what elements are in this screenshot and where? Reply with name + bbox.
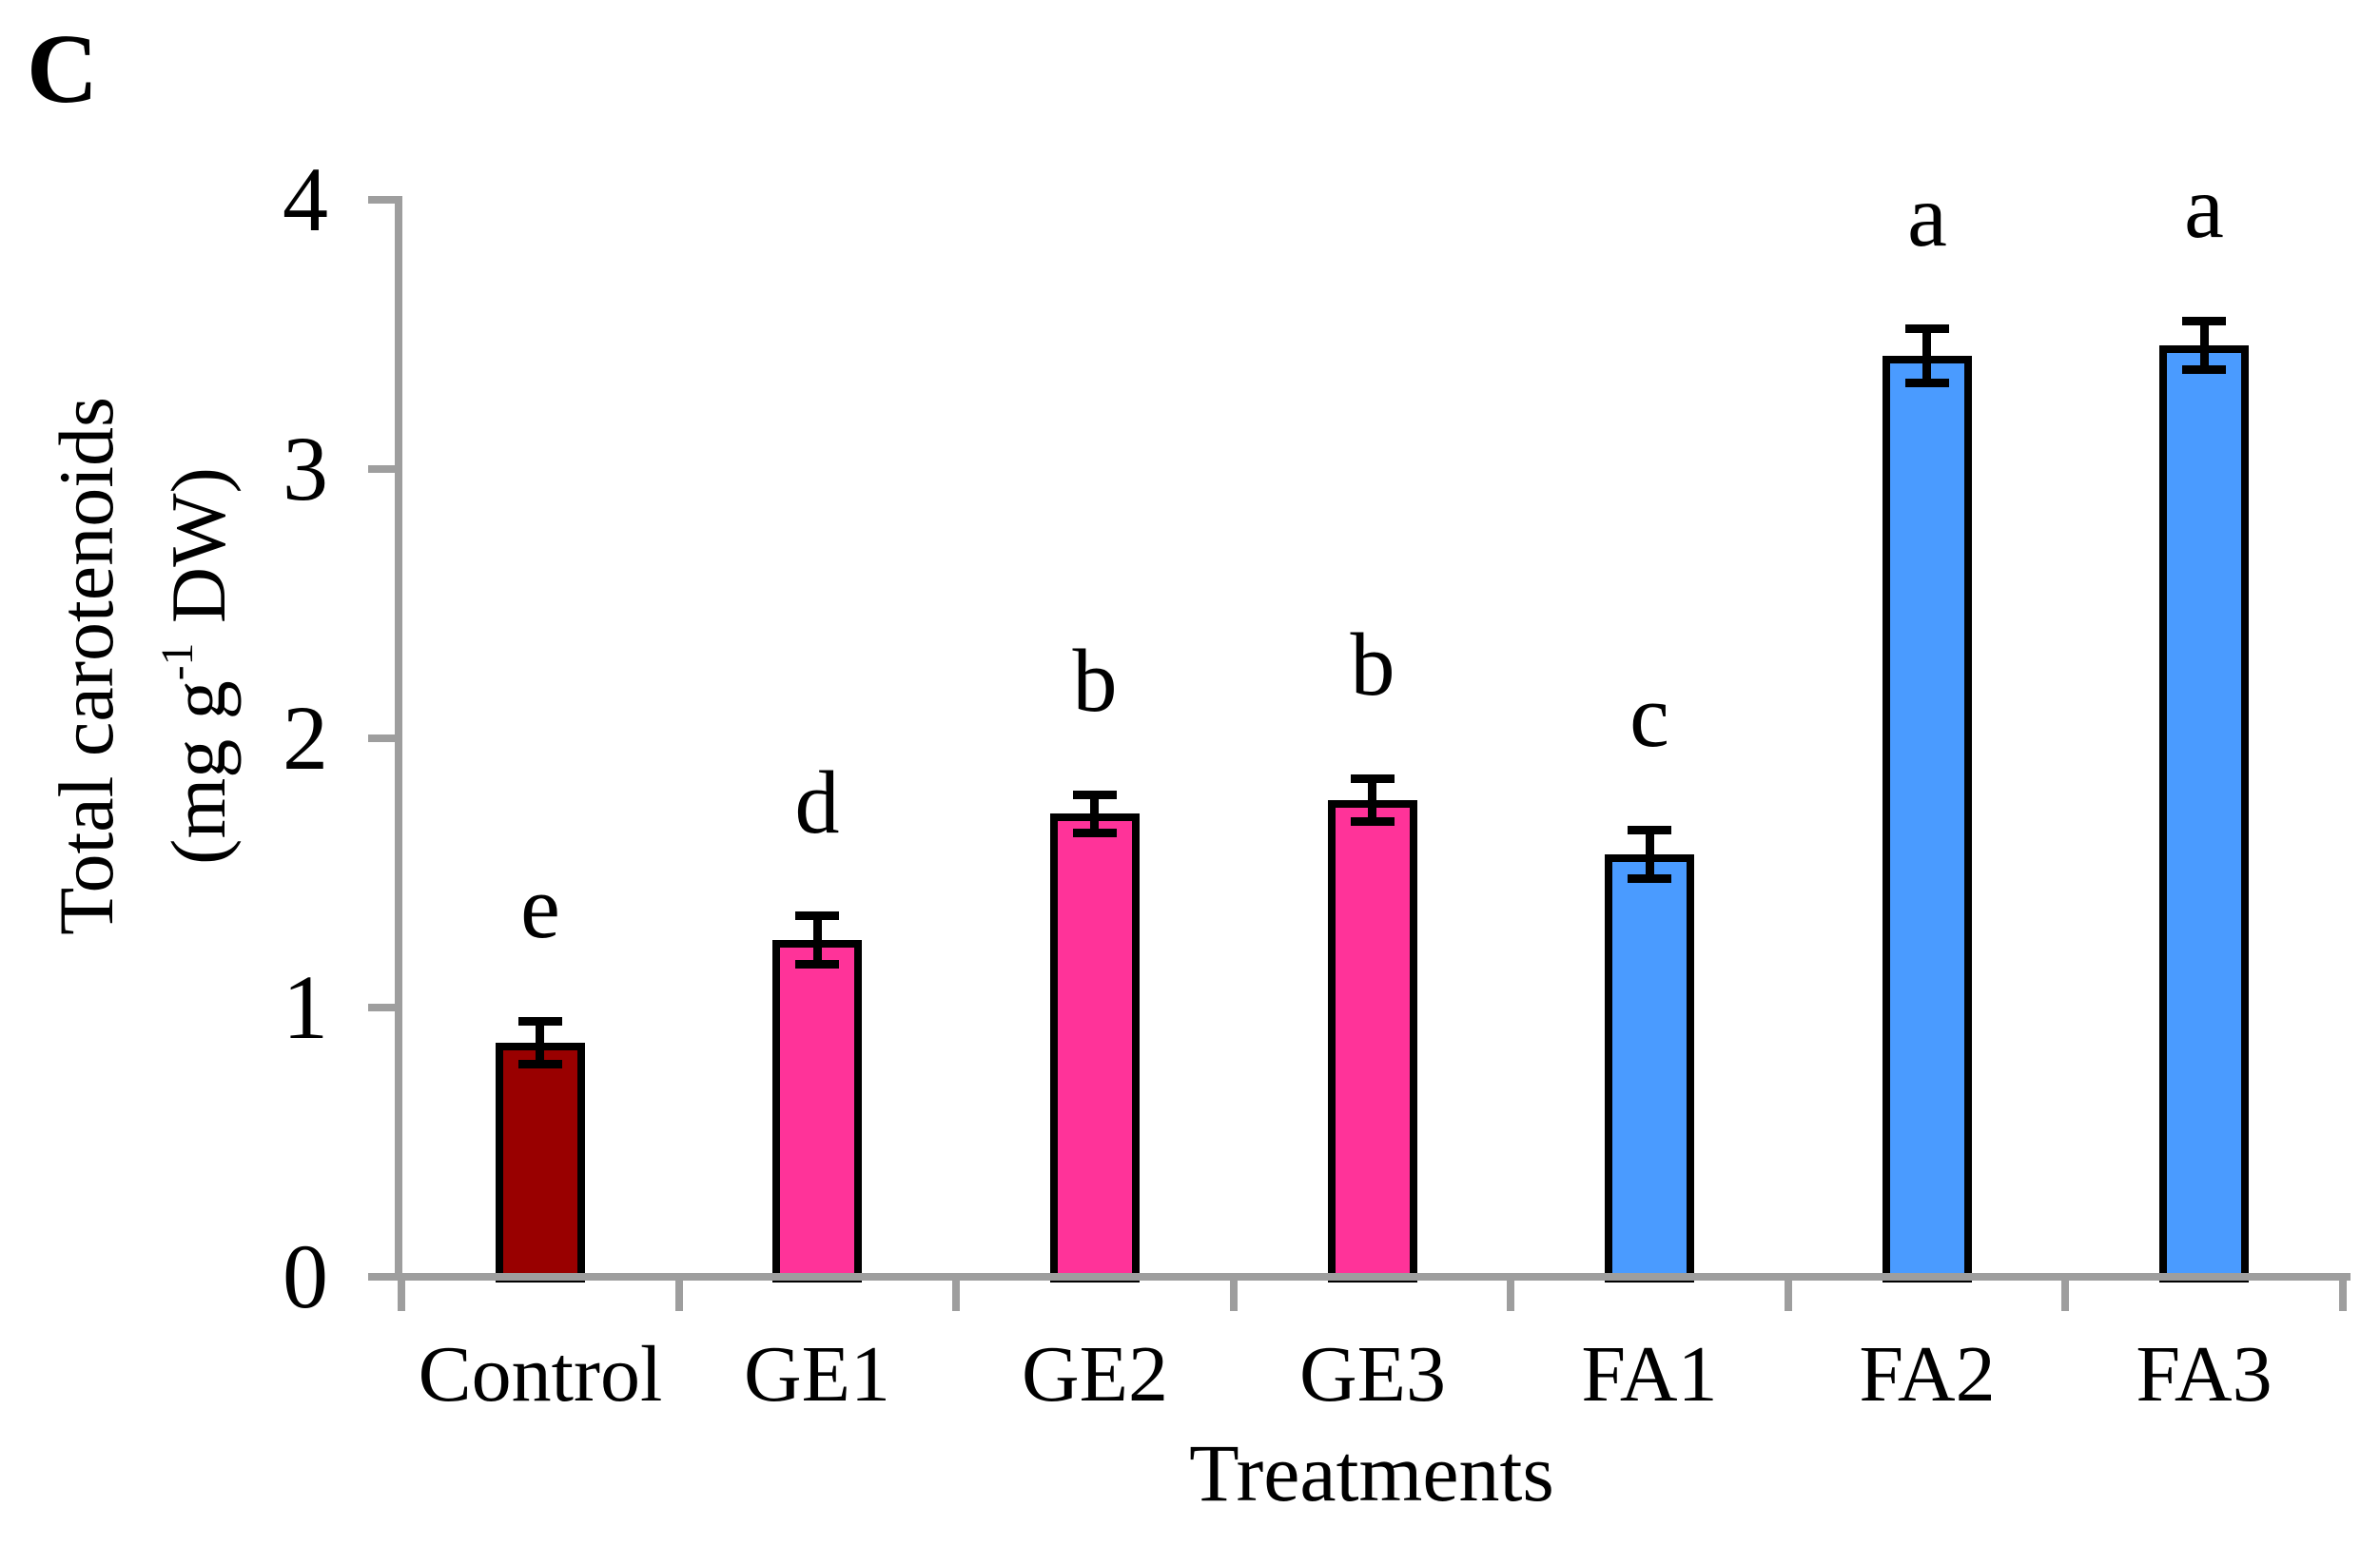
error-bar-cap-top-ge1 <box>795 911 839 920</box>
significance-letter-fa1: c <box>1629 667 1669 766</box>
bar-control <box>496 1043 585 1283</box>
x-axis-tick <box>675 1273 683 1311</box>
error-bar-cap-top-fa3 <box>2182 317 2226 325</box>
error-bar-cap-bottom-ge1 <box>795 960 839 969</box>
x-tick-label-fa1: FA1 <box>1581 1330 1718 1419</box>
x-axis-tick <box>2339 1273 2347 1311</box>
y-axis-tick <box>368 1273 402 1281</box>
panel-label: C <box>27 14 99 124</box>
y-axis-tick <box>368 465 402 473</box>
significance-letter-control: e <box>520 858 560 957</box>
error-bar-line-fa2 <box>1922 329 1931 383</box>
x-tick-label-ge1: GE1 <box>744 1330 890 1419</box>
x-axis-tick <box>952 1273 960 1311</box>
x-tick-label-ge2: GE2 <box>1022 1330 1168 1419</box>
bar-ge1 <box>772 940 862 1283</box>
error-bar-cap-top-fa1 <box>1628 826 1671 834</box>
significance-letter-ge3: b <box>1350 616 1395 715</box>
x-tick-label-fa2: FA2 <box>1859 1330 1996 1419</box>
y-tick-label: 3 <box>283 418 328 519</box>
x-tick-label-ge3: GE3 <box>1299 1330 1446 1419</box>
significance-letter-fa2: a <box>1907 166 1947 265</box>
y-axis-title-superscript: -1 <box>153 642 203 681</box>
error-bar-cap-bottom-fa1 <box>1628 874 1671 883</box>
y-tick-label: 2 <box>283 687 328 789</box>
error-bar-line-ge3 <box>1368 778 1376 821</box>
y-tick-label: 0 <box>283 1225 328 1327</box>
error-bar-line-fa1 <box>1646 830 1654 878</box>
x-axis-tick <box>1507 1273 1514 1311</box>
y-tick-label: 1 <box>283 956 328 1058</box>
error-bar-cap-top-fa2 <box>1905 324 1949 333</box>
y-axis-tick <box>368 1004 402 1011</box>
x-axis-line <box>395 1273 2351 1281</box>
error-bar-cap-bottom-ge3 <box>1351 817 1395 826</box>
bar-ge3 <box>1328 800 1417 1283</box>
x-tick-label-fa3: FA3 <box>2136 1330 2273 1419</box>
error-bar-cap-top-ge3 <box>1351 774 1395 783</box>
y-axis-tick <box>368 734 402 742</box>
error-bar-line-control <box>536 1021 544 1064</box>
x-tick-label-control: Control <box>418 1330 663 1419</box>
y-tick-label: 4 <box>283 148 328 250</box>
x-axis-tick <box>1785 1273 1792 1311</box>
significance-letter-ge2: b <box>1072 632 1118 731</box>
y-axis-tick <box>368 196 402 204</box>
error-bar-cap-bottom-fa2 <box>1905 379 1949 387</box>
x-axis-tick <box>1230 1273 1238 1311</box>
error-bar-line-ge1 <box>813 916 822 965</box>
x-axis-title: Treatments <box>1189 1427 1554 1518</box>
error-bar-line-ge2 <box>1090 794 1099 832</box>
error-bar-cap-bottom-fa3 <box>2182 365 2226 374</box>
x-axis-tick <box>398 1273 405 1311</box>
x-axis-tick <box>2061 1273 2069 1311</box>
bar-fa2 <box>1883 356 1972 1283</box>
error-bar-line-fa3 <box>2200 321 2209 369</box>
bar-fa3 <box>2159 345 2249 1283</box>
significance-letter-ge1: d <box>794 754 840 852</box>
bar-ge2 <box>1050 813 1140 1283</box>
significance-letter-fa3: a <box>2184 158 2224 257</box>
y-axis-title-line1: Total carotenoids <box>43 397 129 935</box>
bar-fa1 <box>1605 854 1694 1283</box>
error-bar-cap-bottom-ge2 <box>1073 829 1117 837</box>
error-bar-cap-bottom-control <box>518 1060 562 1068</box>
error-bar-cap-top-control <box>518 1017 562 1026</box>
error-bar-cap-top-ge2 <box>1073 791 1117 799</box>
